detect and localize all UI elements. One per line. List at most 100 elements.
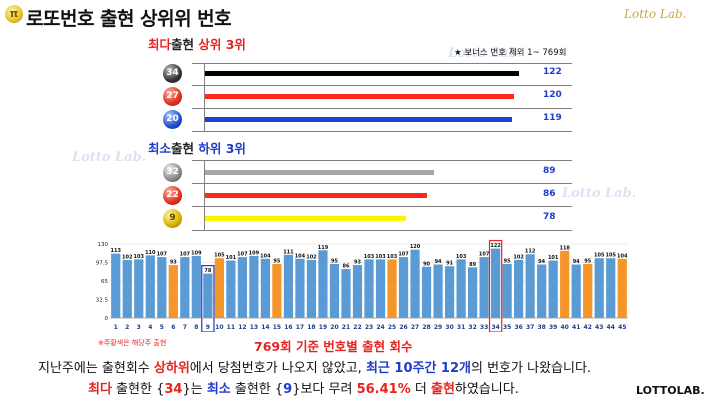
ball-20: 20 [163, 110, 182, 129]
x-tick-label: 25 [388, 324, 396, 331]
text: 의 번호가 나왔습니다. [471, 361, 592, 376]
rank-value: 120 [543, 90, 562, 100]
x-tick-label: 28 [422, 324, 430, 331]
text: 에서 당첨번호가 나오지 않았고, [189, 361, 366, 376]
text-highlight: 최소 [206, 382, 231, 397]
x-tick-label: 27 [411, 324, 419, 331]
bar-13 [249, 255, 259, 318]
bar-34 [491, 248, 501, 318]
bottom-section-heading: 최소출현 하위 3위 [148, 138, 246, 157]
ball-32: 32 [163, 163, 182, 182]
x-tick-label: 2 [125, 324, 129, 331]
text: }는 [182, 382, 207, 397]
x-tick-label: 3 [137, 324, 141, 331]
bar-33 [479, 257, 489, 318]
x-tick-label: 14 [261, 324, 269, 331]
row-divider [192, 183, 572, 184]
row-divider [192, 131, 572, 132]
summary-line-2: 최다 출현한 {34}는 최소 출현한 {9}보다 무려 56.41% 더 출현… [88, 378, 519, 397]
data-label: 94 [538, 259, 545, 265]
bar-39 [548, 260, 558, 318]
bar-21 [341, 269, 351, 318]
rank-bar-9 [205, 216, 406, 221]
bar-40 [560, 250, 570, 318]
data-label: 95 [504, 258, 511, 264]
frequency-bar-chart: 130 97.5 65 32.5 0 113 1 102 2 103 3 110 4 107 5 93 6 107… [96, 236, 636, 333]
data-label: 111 [283, 249, 294, 255]
y-tick-label: 0 [105, 316, 109, 322]
bar-11 [226, 260, 236, 318]
data-label: 107 [237, 252, 248, 258]
bar-30 [444, 266, 455, 318]
x-tick-label: 23 [365, 324, 373, 331]
x-tick-label: 44 [607, 324, 615, 331]
x-tick-label: 32 [468, 324, 476, 331]
text-highlight: 34 [164, 382, 183, 397]
data-label: 102 [513, 254, 524, 260]
data-label: 101 [226, 255, 237, 261]
text-highlight: 56.41% [356, 382, 411, 397]
data-label: 102 [306, 254, 317, 260]
x-tick-label: 33 [480, 324, 488, 331]
bar-2 [122, 259, 132, 318]
x-tick-label: 9 [206, 324, 210, 331]
rank-bar-22 [205, 193, 427, 198]
data-label: 112 [525, 249, 536, 255]
text: }보다 무려 [292, 382, 357, 397]
x-tick-label: 45 [618, 324, 626, 331]
rank-bar-20 [205, 117, 512, 122]
text-highlight: 최다 [88, 382, 112, 397]
x-tick-label: 5 [160, 324, 164, 331]
data-label: 119 [318, 245, 329, 251]
x-tick-label: 39 [549, 324, 557, 331]
bar-35 [502, 263, 512, 318]
axis-line [204, 63, 205, 131]
data-label: 107 [180, 252, 191, 258]
bar-8 [191, 255, 201, 318]
x-tick-label: 11 [227, 324, 235, 331]
data-label: 105 [606, 253, 617, 259]
y-tick-label: 32.5 [96, 298, 108, 304]
data-label: 105 [594, 253, 605, 259]
x-tick-label: 37 [526, 324, 534, 331]
data-label: 120 [410, 244, 421, 250]
bar-10 [214, 258, 224, 318]
bar-9 [203, 273, 213, 318]
ball-22: 22 [163, 186, 182, 205]
axis-line [204, 160, 205, 230]
chart-title: 769회 기준 번호별 출현 회수 [254, 339, 413, 354]
bar-29 [433, 264, 443, 318]
data-label: 107 [157, 252, 168, 258]
row-divider [192, 160, 572, 161]
x-tick-label: 19 [319, 324, 327, 331]
bar-14 [260, 258, 271, 318]
bar-22 [352, 265, 363, 318]
x-tick-label: 40 [561, 324, 569, 331]
brand-logo-top: Lotto Lab. [624, 7, 687, 21]
x-tick-label: 4 [148, 324, 152, 331]
data-label: 89 [469, 262, 476, 268]
x-tick-label: 41 [572, 324, 580, 331]
bar-15 [272, 263, 282, 318]
text-highlight: 9 [283, 382, 293, 397]
data-label: 104 [295, 253, 306, 259]
x-tick-label: 31 [457, 324, 465, 331]
bar-27 [410, 249, 420, 318]
x-tick-label: 15 [273, 324, 281, 331]
data-label: 103 [387, 254, 398, 260]
bar-5 [157, 257, 167, 318]
bar-41 [571, 264, 581, 318]
data-label: 110 [145, 250, 156, 256]
bar-36 [514, 259, 524, 318]
bar-37 [525, 254, 535, 318]
summary-line-1: 지난주에는 출현회수 상하위에서 당첨번호가 나오지 않았고, 최근 10주간 … [38, 357, 591, 376]
page-title: 로또번호 출현 상위위 번호 [26, 8, 232, 30]
data-label: 95 [273, 258, 280, 264]
bar-19 [318, 250, 328, 318]
bar-7 [180, 257, 190, 318]
ball-34: 34 [163, 64, 182, 83]
x-tick-label: 34 [491, 324, 499, 331]
bar-17 [295, 258, 305, 318]
legend-note: ※주황색은 해당주 출현 [98, 339, 167, 347]
x-tick-label: 35 [503, 324, 511, 331]
